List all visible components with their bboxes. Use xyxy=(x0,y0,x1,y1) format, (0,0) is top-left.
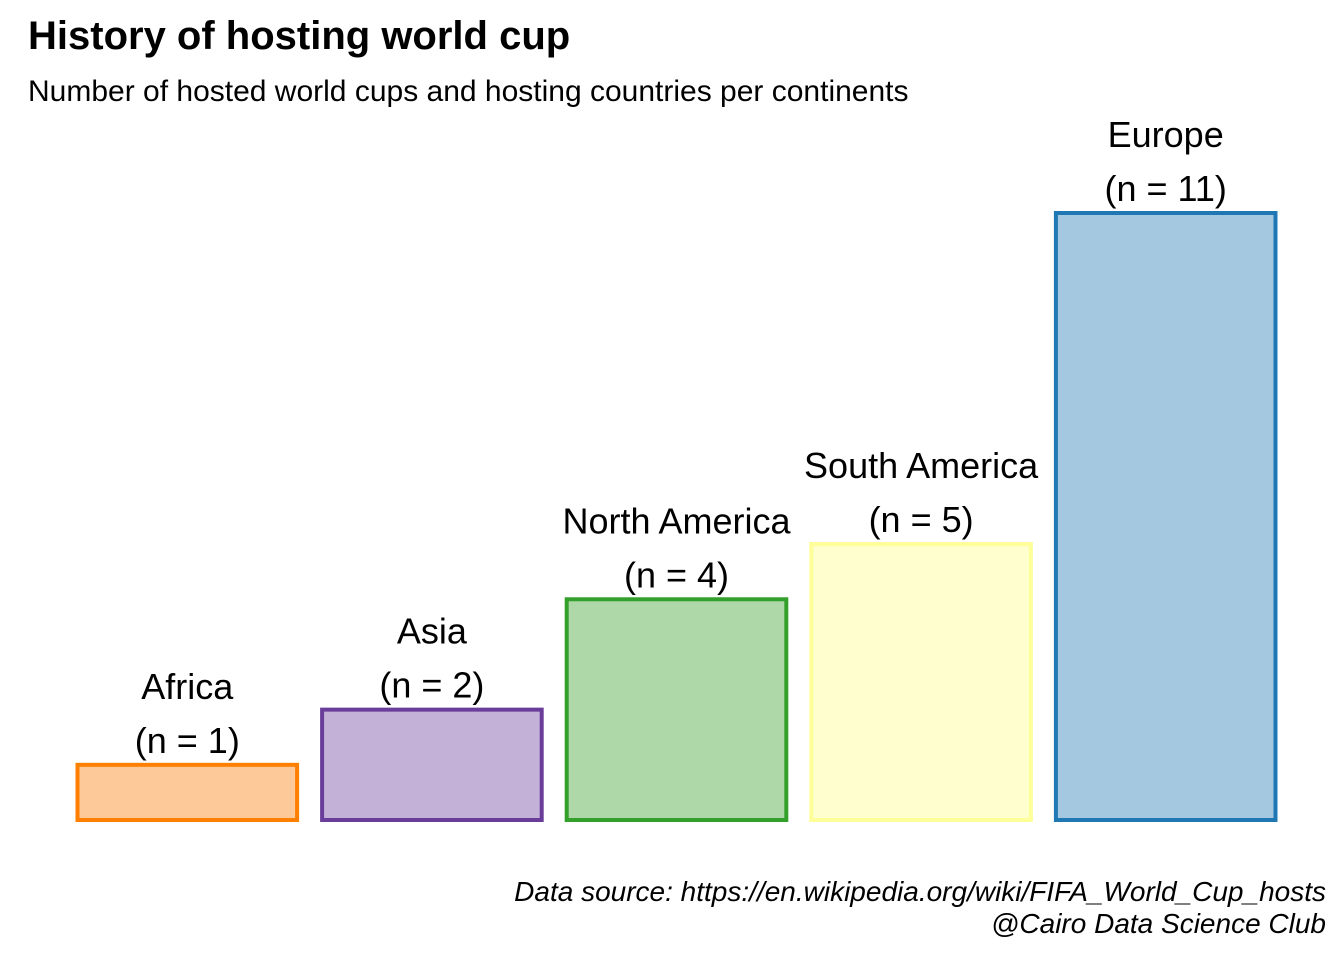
bar-category-label-south-america: South America xyxy=(804,445,1039,486)
bar-category-label-asia: Asia xyxy=(397,611,468,652)
bar-category-label-africa: Africa xyxy=(141,666,234,707)
credit-caption: @Cairo Data Science Club xyxy=(990,908,1326,939)
bar-asia xyxy=(320,707,544,822)
bar-value-label-asia: (n = 2) xyxy=(379,665,484,706)
bar-value-label-south-america: (n = 5) xyxy=(869,499,974,540)
bar-value-label-europe: (n = 11) xyxy=(1104,168,1226,209)
chart-caption: Data source: https://en.wikipedia.org/wi… xyxy=(514,876,1326,940)
chart-title: History of hosting world cup xyxy=(28,14,571,58)
bar-category-label-north-america: North America xyxy=(562,500,791,541)
bar-europe xyxy=(1053,211,1278,822)
bar-value-label-north-america: (n = 4) xyxy=(624,554,729,595)
chart-subtitle: Number of hosted world cups and hosting … xyxy=(28,75,909,108)
bar-value-label-africa: (n = 1) xyxy=(135,720,240,761)
bar-africa xyxy=(75,762,300,822)
bar-north-america xyxy=(564,597,789,822)
data-source-caption: Data source: https://en.wikipedia.org/wi… xyxy=(514,876,1326,907)
bar-south-america xyxy=(809,542,1033,822)
bar-category-label-europe: Europe xyxy=(1108,114,1224,155)
